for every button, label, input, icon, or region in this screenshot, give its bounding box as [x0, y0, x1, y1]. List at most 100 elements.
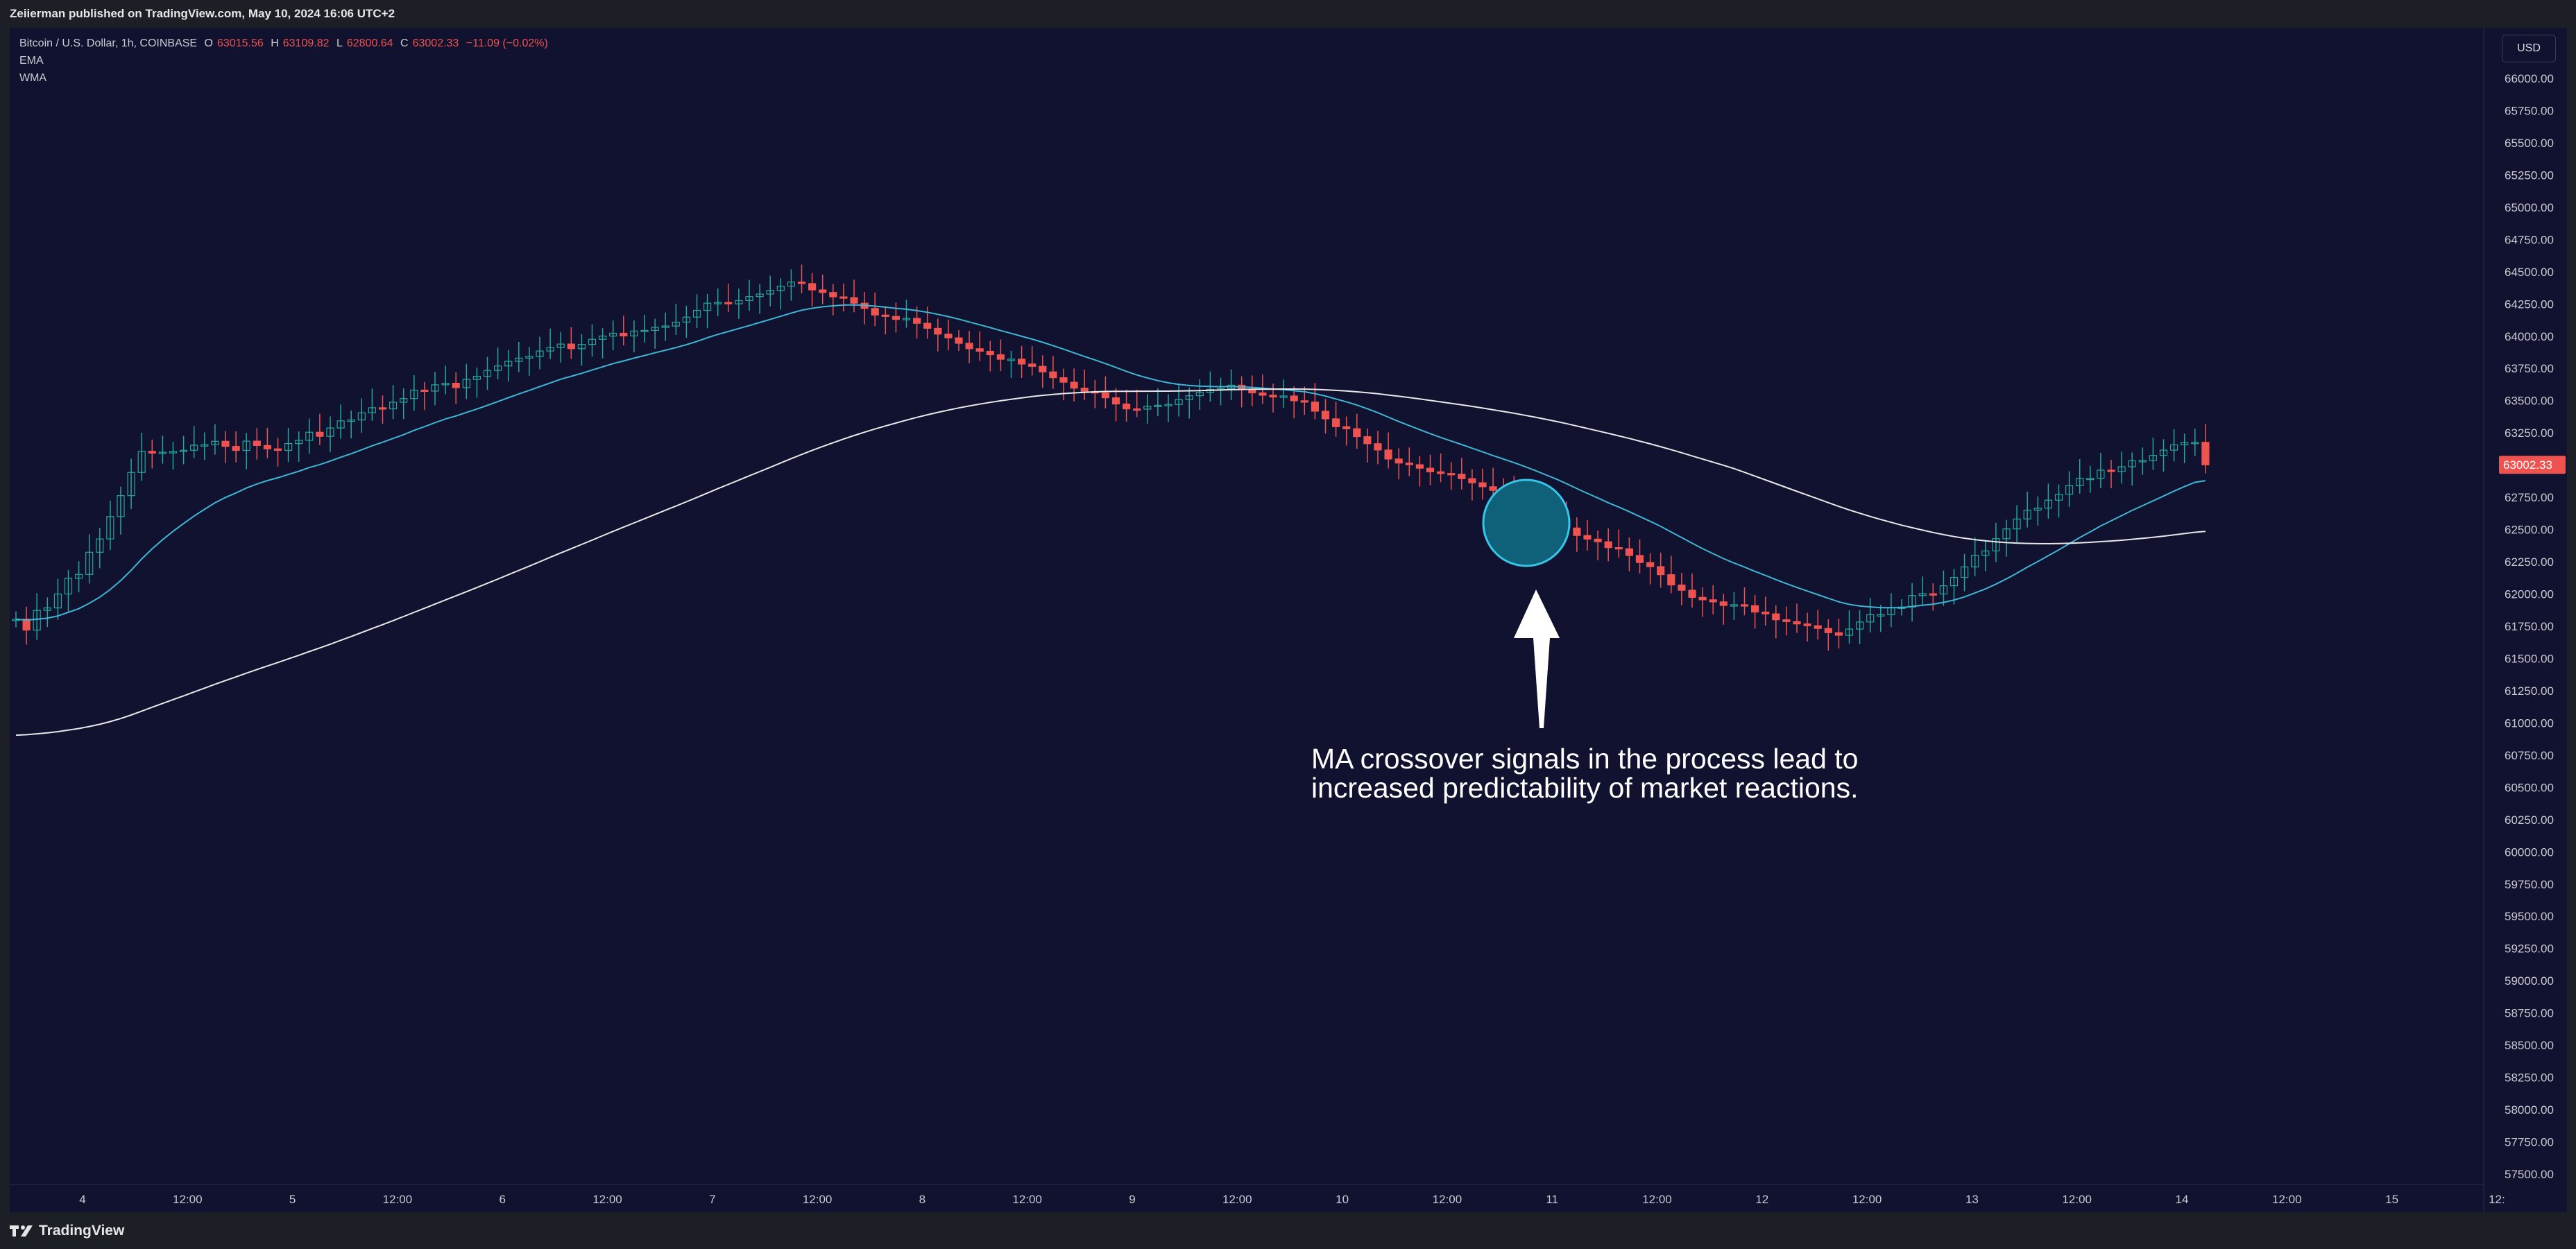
candle	[1342, 416, 1351, 446]
candle-body	[2086, 478, 2095, 481]
price-tick-label: 64000.00	[2505, 330, 2554, 343]
candle-body	[735, 300, 743, 304]
candle	[2117, 451, 2126, 484]
candle-body	[1133, 408, 1141, 411]
candle	[1709, 585, 1717, 614]
candle-body	[724, 302, 733, 304]
close-label: C	[400, 37, 409, 49]
price-tick-label: 65750.00	[2505, 104, 2554, 117]
candle	[1279, 379, 1288, 408]
price-tick-label: 65000.00	[2505, 201, 2554, 214]
candle-body	[1604, 541, 1612, 549]
price-tick-label: 61250.00	[2505, 684, 2554, 698]
candle	[1939, 570, 1947, 606]
candle-body	[1856, 621, 1864, 630]
chart-canvas[interactable]: MA crossover signals in the process lead…	[10, 28, 2567, 1212]
candle-body	[253, 440, 261, 446]
candle	[1698, 587, 1707, 617]
candle	[74, 561, 83, 592]
candle-body	[201, 444, 209, 447]
time-tick-label: 12:00	[1433, 1193, 1462, 1206]
tradingview-logo[interactable]: TradingView	[10, 1222, 124, 1240]
candle	[64, 569, 73, 613]
candle	[515, 341, 523, 372]
annotation-line-1: MA crossover signals in the process lead…	[1311, 743, 1859, 775]
candle-body	[745, 296, 753, 302]
indicator-wma[interactable]: WMA	[19, 72, 47, 84]
candle	[1426, 454, 1435, 485]
price-tick-label: 60500.00	[2505, 781, 2554, 794]
candle	[1122, 389, 1131, 422]
price-tick-label: 61000.00	[2505, 716, 2554, 730]
candle-body	[577, 344, 586, 350]
price-tick-label: 59250.00	[2505, 942, 2554, 956]
candle-body	[106, 516, 114, 540]
high-label: H	[271, 37, 279, 49]
publisher-bar: Zeiierman published on TradingView.com, …	[0, 0, 2576, 28]
candle	[1070, 368, 1078, 402]
candle	[2013, 505, 2021, 542]
candle	[1594, 530, 1602, 560]
candle	[242, 433, 250, 470]
time-tick-label: 12:00	[173, 1193, 203, 1206]
annotation-layer: MA crossover signals in the process lead…	[1311, 479, 1859, 804]
candle-body	[1939, 585, 1947, 595]
annotation-arrow	[1514, 589, 1560, 728]
candle-body	[1918, 593, 1927, 596]
candle	[1154, 388, 1162, 417]
chart-frame[interactable]: MA crossover signals in the process lead…	[10, 28, 2567, 1212]
candle	[1321, 399, 1330, 434]
currency-button[interactable]: USD	[2502, 35, 2556, 62]
candle-body	[2097, 470, 2105, 479]
candle-body	[692, 309, 701, 318]
candle-body	[1698, 596, 1707, 601]
time-tick-label: 12:00	[1222, 1193, 1252, 1206]
candle-body	[2181, 442, 2189, 446]
candle-body	[2044, 499, 2052, 509]
time-tick-label: 6	[499, 1193, 505, 1206]
candle	[1405, 447, 1413, 476]
candle	[577, 334, 586, 366]
candle-body	[1342, 426, 1351, 429]
indicator-ema[interactable]: EMA	[19, 55, 44, 67]
candle-body	[1300, 400, 1308, 403]
candle-body	[2013, 518, 2021, 530]
candle	[462, 363, 470, 399]
price-tick-label: 59500.00	[2505, 910, 2554, 923]
candle-body	[986, 350, 994, 356]
candle	[117, 486, 125, 535]
candle	[368, 388, 377, 421]
candle-body	[703, 302, 712, 311]
symbol-label[interactable]: Bitcoin / U.S. Dollar, 1h, COINBASE	[19, 37, 198, 49]
candle	[1782, 606, 1791, 636]
candle	[2002, 519, 2011, 557]
candle	[2201, 424, 2210, 474]
candle-body	[1122, 403, 1131, 410]
candle	[1762, 596, 1770, 626]
candle	[787, 269, 796, 301]
price-tick-label: 62500.00	[2505, 524, 2554, 537]
candle-body	[472, 375, 481, 380]
candle	[1028, 346, 1037, 376]
time-tick-label: 10	[1336, 1193, 1349, 1206]
candle	[850, 279, 858, 313]
candle	[201, 432, 209, 460]
candle-body	[965, 343, 973, 350]
candle	[1740, 587, 1749, 616]
candle	[620, 316, 628, 346]
candle	[2170, 429, 2178, 462]
annotation-line-2: increased predictability of market react…	[1311, 772, 1858, 804]
candle-body	[2201, 442, 2210, 465]
candle	[892, 302, 901, 333]
candle	[127, 458, 135, 509]
candle	[1216, 377, 1225, 406]
current-price-label: 63002.33	[2503, 458, 2552, 472]
candle	[692, 294, 701, 329]
candle	[1751, 595, 1759, 629]
candle	[567, 327, 575, 359]
candle-body	[1594, 538, 1602, 542]
candle-body	[1290, 395, 1298, 402]
candle	[1719, 594, 1728, 625]
candle	[221, 431, 230, 463]
candle	[1887, 593, 1895, 628]
